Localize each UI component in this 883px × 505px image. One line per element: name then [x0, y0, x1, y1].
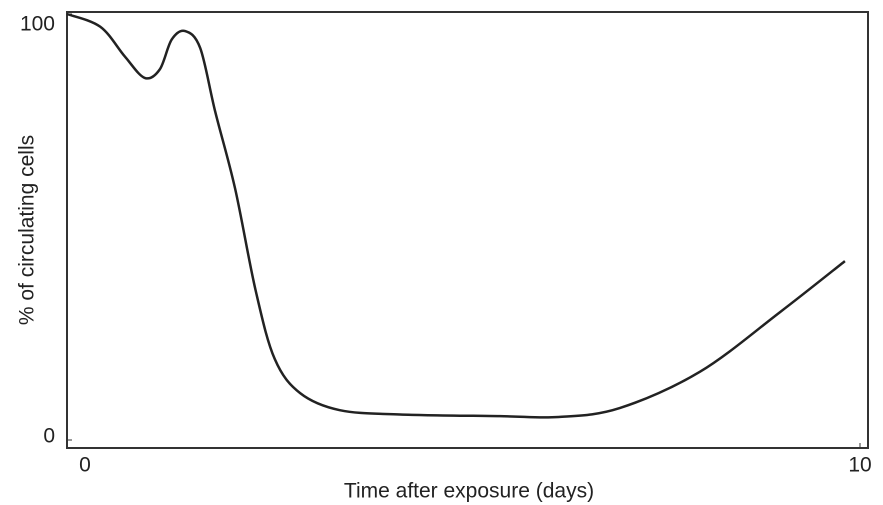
y-tick-label: 0 — [43, 425, 55, 448]
x-tick-label: 10 — [848, 454, 871, 477]
y-axis-label: % of circulating cells — [16, 135, 39, 325]
x-tick-label: 0 — [79, 454, 91, 477]
y-tick-label: 100 — [20, 13, 55, 36]
plot-frame — [66, 11, 869, 449]
data-line — [66, 12, 846, 419]
x-axis-label: Time after exposure (days) — [344, 480, 594, 503]
